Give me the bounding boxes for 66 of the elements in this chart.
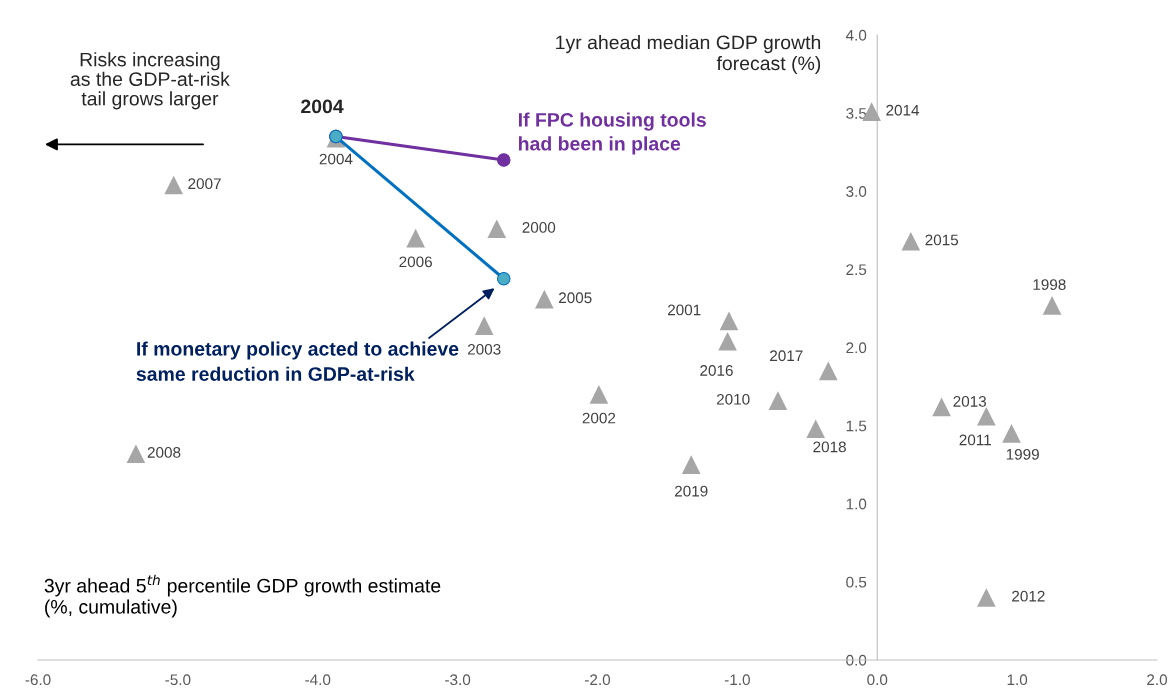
x-tick-label: -3.0 xyxy=(445,674,471,686)
annotation: 2015 xyxy=(925,234,959,246)
point xyxy=(818,361,838,381)
point xyxy=(806,419,826,439)
y-axis-title: 1yr ahead median GDP growth forecast (%) xyxy=(556,35,821,75)
annotation: 2003 xyxy=(467,343,501,355)
point xyxy=(718,331,737,351)
point xyxy=(487,219,507,239)
x-tick-label: 2.0 xyxy=(1147,674,1168,686)
annotation: 2004 xyxy=(301,99,344,114)
annotation: 2010 xyxy=(716,393,750,405)
x-tick-label: 1.0 xyxy=(1007,674,1028,686)
point xyxy=(497,271,511,286)
y-tick-label: 3.5 xyxy=(846,107,867,119)
y-tick-label: 2.0 xyxy=(846,342,867,354)
annotation: 2017 xyxy=(770,350,803,362)
annotation: 2011 xyxy=(959,434,991,446)
point xyxy=(977,588,996,607)
point xyxy=(589,385,609,404)
x-tick-label: -6.0 xyxy=(25,674,51,686)
annotation: 2004 xyxy=(319,153,353,165)
annotation: 1998 xyxy=(1033,279,1066,290)
annotation: 2012 xyxy=(1012,590,1045,602)
point xyxy=(126,444,146,464)
x-tick-label: 0.0 xyxy=(867,674,888,686)
annotation: 2000 xyxy=(522,222,556,233)
annotation: Risks increasing as the GDP-at-risk tail grows larger xyxy=(70,52,230,110)
annotation: 2014 xyxy=(886,104,920,116)
x-tick-label: -1.0 xyxy=(724,674,750,686)
point xyxy=(497,153,511,167)
point xyxy=(932,397,951,417)
point xyxy=(719,311,739,331)
annotation: If monetary policy acted to achieve same reduction in GDP-at-risk xyxy=(136,341,459,381)
annotation: 1999 xyxy=(1006,448,1039,460)
annotation: 2006 xyxy=(399,256,432,268)
y-tick-label: 0.0 xyxy=(846,654,867,666)
point xyxy=(1002,424,1021,443)
point xyxy=(535,289,554,309)
point xyxy=(406,228,425,248)
annotation: 2013 xyxy=(953,395,987,407)
x-tick-label: -4.0 xyxy=(305,674,331,686)
y-tick-label: 1.0 xyxy=(846,498,867,510)
point xyxy=(768,391,788,410)
y-tick-label: 2.5 xyxy=(846,264,867,276)
point xyxy=(977,406,996,426)
y-tick-label: 0.5 xyxy=(846,576,867,588)
annotation: 2016 xyxy=(700,365,733,376)
annotation: 2018 xyxy=(813,441,846,453)
point xyxy=(1042,296,1062,315)
y-tick-label: 4.0 xyxy=(845,29,867,41)
annotation: 2007 xyxy=(188,178,221,190)
y-tick-label: 3.0 xyxy=(846,186,867,197)
x-axis-title: 3yr ahead 5$^{th}$ percentile GDP growth estimate (%, cumulative) xyxy=(44,574,441,618)
point xyxy=(681,455,701,474)
annotation: If FPC housing tools had been in place xyxy=(518,112,706,155)
x-tick-label: -2.0 xyxy=(585,674,611,686)
point xyxy=(164,175,183,195)
point xyxy=(474,316,494,335)
point xyxy=(901,231,921,251)
x-tick-label: -5.0 xyxy=(165,674,191,686)
annotation: 2008 xyxy=(147,447,181,458)
annotation: 2019 xyxy=(674,485,708,497)
y-tick-label: 1.5 xyxy=(846,420,867,432)
annotation: 2002 xyxy=(582,412,616,424)
annotation: 2001 xyxy=(667,304,701,316)
annotation: 2005 xyxy=(559,292,592,304)
